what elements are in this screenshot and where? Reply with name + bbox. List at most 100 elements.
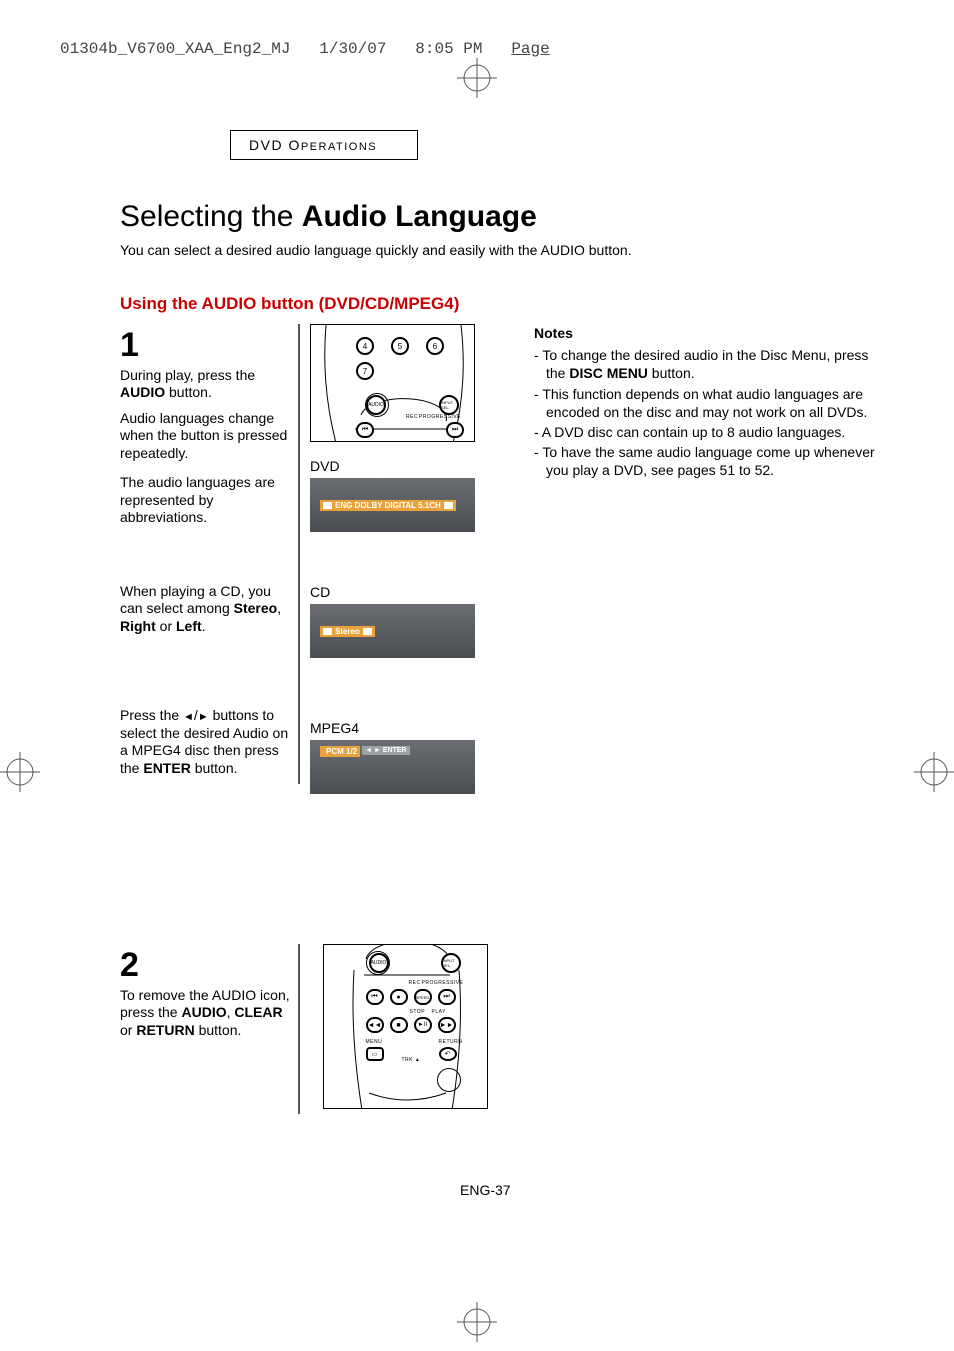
crop-mark-top: [457, 58, 497, 98]
dvd-osd: ENG DOLBY DIGITAL 5.1CH: [320, 500, 456, 511]
rc2-rec-label: REC: [409, 980, 421, 986]
remote2-ff-btn: ►►: [438, 1017, 456, 1033]
swap-icon-2: [363, 628, 372, 635]
notes-heading: Notes: [534, 324, 880, 342]
title-bold: Audio Language: [302, 200, 537, 233]
remote-audio-btn: AUDIO: [366, 395, 386, 415]
speaker-icon: [323, 502, 332, 509]
print-page-label: Page: [511, 40, 549, 58]
remote2-prev-btn: ⏮: [366, 989, 384, 1005]
remote2-next-btn: ⏭: [438, 989, 456, 1005]
rc2audio: AUDIO: [371, 960, 387, 966]
step1-p1a: During play, press the: [120, 367, 255, 383]
mpeg4-enter-text: ENTER: [383, 747, 407, 754]
step1-p1: During play, press the AUDIO button.: [120, 367, 292, 402]
cd-label: CD: [310, 584, 500, 600]
remote-btn-6: 6: [426, 337, 444, 355]
rc2-prog-label: PROGRESSIVE: [422, 980, 464, 986]
rc2-play-label: PLAY: [432, 1009, 446, 1015]
step1-p1b: AUDIO: [120, 384, 165, 400]
remote2-audio-btn: AUDIO: [369, 953, 389, 973]
section-header-prefix: DVD O: [249, 137, 301, 153]
rc2-stop-label: STOP: [410, 1009, 426, 1015]
s2p1d: CLEAR: [234, 1004, 282, 1020]
rc2-menu-label: MENU: [366, 1039, 383, 1045]
step1-p1c: button.: [165, 384, 212, 400]
step1-p5: Press the ◄/► buttons to select the desi…: [120, 707, 292, 777]
step1-p4: When playing a CD, you can select among …: [120, 583, 292, 636]
step1-p3: The audio languages are represented by a…: [120, 474, 292, 527]
remote2-rew-btn: ◄◄: [366, 1017, 384, 1033]
notes-list: To change the desired audio in the Disc …: [534, 346, 880, 479]
remote2-speed-btn: SPEED: [414, 989, 432, 1005]
note-2: This function depends on what audio lang…: [534, 385, 880, 421]
s2p1g: button.: [195, 1022, 242, 1038]
print-file: 01304b_V6700_XAA_Eng2_MJ: [60, 40, 290, 58]
dvd-label: DVD: [310, 458, 500, 474]
print-time: 8:05 PM: [415, 40, 482, 58]
n1b: DISC MENU: [569, 365, 648, 381]
dvd-osd-screen: ENG DOLBY DIGITAL 5.1CH: [310, 478, 475, 532]
cd-osd: Stereo: [320, 626, 375, 637]
step1-p4d: Right: [120, 618, 156, 634]
step1-p4f: Left: [176, 618, 202, 634]
mpeg4-label: MPEG4: [310, 720, 500, 736]
remote2-return-btn: ↶: [439, 1047, 457, 1061]
title-light: Selecting the: [120, 200, 302, 233]
left-arrow-icon: ◄: [183, 711, 194, 725]
rc5: 5: [398, 342, 402, 351]
speaker-icon-2: [323, 628, 332, 635]
step2-p1: To remove the AUDIO icon, press the AUDI…: [120, 987, 292, 1040]
dvd-osd-text: ENG DOLBY DIGITAL 5.1CH: [335, 501, 441, 510]
note-3: A DVD disc can contain up to 8 audio lan…: [534, 423, 880, 441]
note-4: To have the same audio language come up …: [534, 443, 880, 479]
step-2-number: 2: [120, 944, 292, 987]
page-number: ENG-37: [460, 1182, 511, 1198]
remote2-menu-btn: ▭: [366, 1047, 384, 1061]
step1-p5a: Press the: [120, 707, 183, 723]
crop-mark-left: [0, 752, 40, 792]
remote-next-btn: ⏭: [446, 422, 464, 438]
n1c: button.: [648, 365, 695, 381]
step1-p5c: ENTER: [143, 760, 190, 776]
crop-mark-right: [914, 752, 954, 792]
rc2-trk-label: TRK ▲: [402, 1057, 421, 1063]
intro-text: You can select a desired audio language …: [120, 242, 880, 258]
print-job-header: 01304b_V6700_XAA_Eng2_MJ 1/30/07 8:05 PM…: [60, 40, 550, 58]
remote-btn-7: 7: [356, 362, 374, 380]
rcinput: INPUT SEL.: [441, 400, 457, 410]
rc2trk: TRK: [402, 1057, 414, 1063]
print-date: 1/30/07: [319, 40, 386, 58]
step1-p5d: button.: [191, 760, 238, 776]
s2p1b: AUDIO: [181, 1004, 226, 1020]
remote-figure-2: AUDIO INPUT SEL. REC PROGRESSIVE ⏮ ● SPE…: [323, 944, 488, 1109]
rc7: 7: [363, 367, 367, 376]
rc2speed: SPEED: [416, 995, 430, 1000]
remote-input-btn: INPUT SEL.: [439, 395, 459, 415]
step1-p2: Audio languages change when the button i…: [120, 410, 292, 463]
rc-rec-label: REC: [406, 414, 418, 420]
remote-btn-4: 4: [356, 337, 374, 355]
page-title: Selecting the Audio Language: [120, 200, 880, 234]
step-1-number: 1: [120, 324, 292, 367]
note-1: To change the desired audio in the Disc …: [534, 346, 880, 382]
remote-figure-1: 4 5 6 7 AUDIO INPUT SEL. ⏮ ⏭ REC PROGRES…: [310, 324, 475, 442]
step1-p4c: ,: [277, 600, 281, 616]
remote2-stop-btn: ■: [390, 1017, 408, 1033]
section-header: DVD OPERATIONS: [230, 130, 418, 160]
rc4: 4: [363, 342, 367, 351]
cd-osd-screen: Stereo: [310, 604, 475, 658]
step1-p4g: .: [202, 618, 206, 634]
mpeg4-enter-hint: ◄ ► ENTER: [362, 746, 409, 755]
mpeg4-osd-screen: PCM 1/2 ◄ ► ENTER: [310, 740, 475, 794]
remote2-play-btn: ►II: [414, 1017, 432, 1033]
cd-osd-text: Stereo: [335, 627, 360, 636]
rc6: 6: [433, 342, 437, 351]
right-arrow-icon: ►: [198, 711, 209, 725]
crop-mark-bottom: [457, 1302, 497, 1342]
subtitle: Using the AUDIO button (DVD/CD/MPEG4): [120, 294, 880, 314]
mpeg4-osd: PCM 1/2: [320, 746, 360, 757]
rc2-return-label: RETURN: [439, 1039, 463, 1045]
rcaudio: AUDIO: [368, 402, 384, 408]
step1-p4b: Stereo: [234, 600, 278, 616]
